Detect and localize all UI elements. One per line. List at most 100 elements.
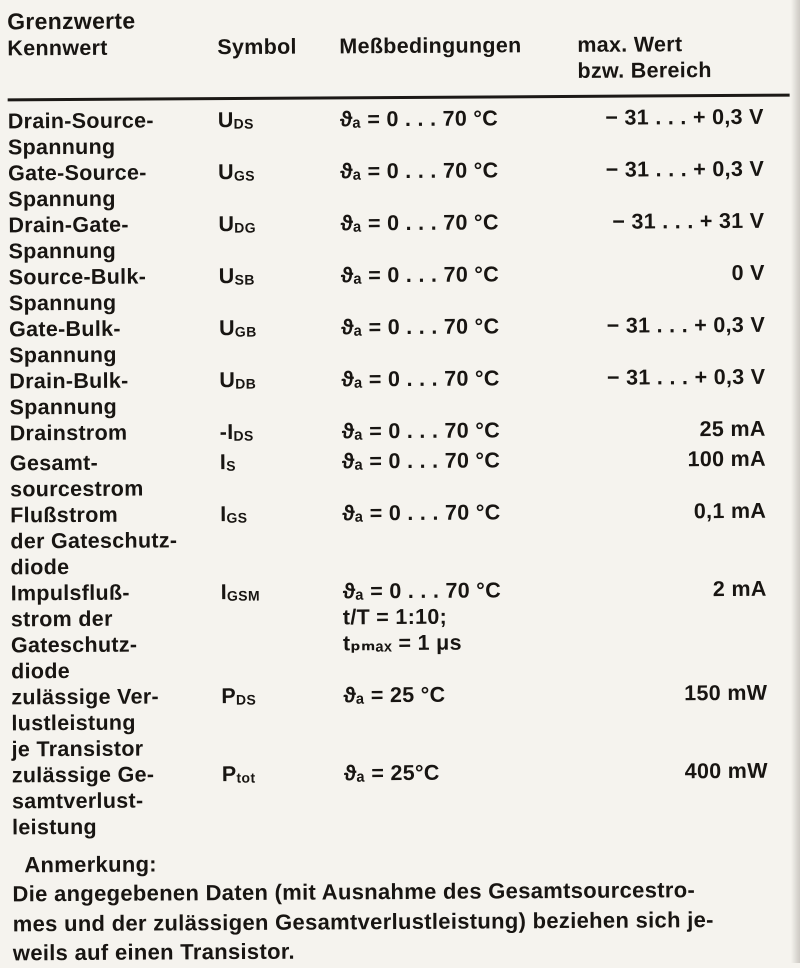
- symbol-subscript: DS: [234, 116, 254, 132]
- condition-line: ϑₐ = 25 °C: [343, 681, 581, 708]
- note-line: Die angegebenen Daten (mit Ausnahme des …: [12, 875, 794, 909]
- symbol-subscript: S: [226, 457, 236, 473]
- max-wert-line1: max. Wert: [577, 31, 789, 58]
- kennwert-cell: zulässige Ge- samtverlust- leistung: [12, 761, 222, 840]
- kennwert-line: Gate-Source-: [8, 159, 218, 186]
- condition-line: ϑₐ = 25°C: [344, 759, 582, 786]
- kennwert-line: Spannung: [8, 185, 218, 212]
- value-cell: − 31 . . . + 0,3 V: [579, 312, 791, 365]
- symbol-cell: USB: [219, 262, 341, 315]
- table-header-row: Kennwert Symbol Meßbedingungen max. Wert…: [7, 31, 789, 88]
- condition-line: ϑₐ = 0 . . . 70 °C: [342, 447, 580, 474]
- kennwert-line: Gateschutz-: [11, 631, 221, 658]
- table-row: Drain-Bulk- Spannung UDB ϑₐ = 0 . . . 70…: [9, 364, 791, 421]
- condition-line: t/T = 1:10;: [343, 603, 581, 630]
- kennwert-cell: Drain-Bulk- Spannung: [9, 367, 219, 420]
- value-cell: − 31 . . . + 0,3 V: [579, 364, 791, 417]
- header-divider-line: [8, 94, 790, 102]
- value-cell: − 31 . . . + 31 V: [578, 208, 790, 261]
- table-row: Drainstrom -IDS ϑₐ = 0 . . . 70 °C 25 mA: [10, 416, 792, 450]
- symbol-base: U: [219, 264, 235, 288]
- table-row: zulässige Ver- lustleistung je Transisto…: [11, 679, 793, 762]
- kennwert-cell: Drainstrom: [10, 419, 220, 450]
- symbol-cell: UDB: [219, 366, 341, 419]
- kennwert-cell: Flußstrom der Gateschutz- diode: [10, 501, 220, 580]
- condition-line: ϑₐ = 0 . . . 70 °C: [342, 417, 580, 444]
- condition-line: ϑₐ = 0 . . . 70 °C: [340, 157, 578, 184]
- symbol-cell: IGSM: [221, 578, 344, 683]
- kennwert-line: Spannung: [9, 393, 219, 420]
- symbol-cell: Ptot: [222, 760, 344, 839]
- condition-line: ϑₐ = 0 . . . 70 °C: [340, 209, 578, 236]
- symbol-cell: PDS: [221, 682, 343, 761]
- symbol-subscript: GB: [235, 324, 257, 340]
- kennwert-line: leistung: [12, 813, 222, 840]
- kennwert-line: Source-Bulk-: [9, 263, 219, 290]
- conditions-cell: ϑₐ = 0 . . . 70 °C t/T = 1:10; tₚₘₐₓ = 1…: [343, 577, 582, 682]
- value-cell: − 31 . . . + 0,3 V: [578, 104, 790, 157]
- value-cell: 2 mA: [581, 575, 794, 680]
- kennwert-cell: Drain-Gate- Spannung: [8, 211, 218, 264]
- kennwert-cell: Impulsfluß- strom der Gateschutz- diode: [11, 579, 222, 684]
- kennwert-line: diode: [10, 553, 220, 580]
- symbol-cell: UGB: [219, 314, 341, 367]
- kennwert-line: zulässige Ver-: [11, 683, 221, 710]
- symbol-cell: UDS: [218, 106, 340, 159]
- symbol-subscript: GS: [226, 509, 247, 525]
- table-row: Drain-Gate- Spannung UDG ϑₐ = 0 . . . 70…: [8, 208, 790, 265]
- kennwert-cell: zulässige Ver- lustleistung je Transisto…: [11, 683, 221, 762]
- conditions-cell: ϑₐ = 0 . . . 70 °C: [341, 261, 579, 314]
- max-wert-line2: bzw. Bereich: [577, 57, 789, 84]
- note-section: Anmerkung: Die angegebenen Daten (mit Au…: [12, 845, 795, 968]
- symbol-subscript: GSM: [227, 587, 260, 603]
- kennwert-line: zulässige Ge-: [12, 761, 222, 788]
- symbol-subscript: DB: [235, 376, 256, 392]
- symbol-base: U: [219, 368, 235, 392]
- value-cell: 400 mW: [582, 757, 794, 836]
- symbol-base: U: [218, 212, 234, 236]
- column-header-max-wert: max. Wert bzw. Bereich: [577, 31, 789, 84]
- kennwert-line: samtverlust-: [12, 787, 222, 814]
- kennwert-cell: Gesamt- sourcestrom: [10, 449, 220, 502]
- kennwert-line: Spannung: [9, 289, 219, 316]
- kennwert-line: lustleistung: [11, 709, 221, 736]
- symbol-cell: IS: [220, 448, 342, 501]
- value-cell: 0 V: [579, 260, 791, 313]
- kennwert-line: Gate-Bulk-: [9, 315, 219, 342]
- table-row: Gate-Source- Spannung UGS ϑₐ = 0 . . . 7…: [8, 156, 790, 213]
- symbol-subscript: DG: [234, 220, 256, 236]
- symbol-base: U: [219, 316, 235, 340]
- symbol-cell: UDG: [218, 210, 340, 263]
- kennwert-line: diode: [11, 657, 221, 684]
- kennwert-line: Impulsfluß-: [11, 579, 221, 606]
- symbol-subscript: GS: [234, 168, 255, 184]
- table-row: Flußstrom der Gateschutz- diode IGS ϑₐ =…: [10, 497, 792, 580]
- table-row: Gesamt- sourcestrom IS ϑₐ = 0 . . . 70 °…: [10, 445, 792, 502]
- kennwert-line: Drain-Gate-: [8, 211, 218, 238]
- condition-line: ϑₐ = 0 . . . 70 °C: [341, 365, 579, 392]
- condition-line: ϑₐ = 0 . . . 70 °C: [343, 577, 581, 604]
- conditions-cell: ϑₐ = 0 . . . 70 °C: [342, 499, 580, 578]
- kennwert-line: der Gateschutz-: [10, 527, 220, 554]
- kennwert-line: Spannung: [8, 237, 218, 264]
- symbol-base: U: [218, 160, 234, 184]
- condition-line: ϑₐ = 0 . . . 70 °C: [342, 499, 580, 526]
- conditions-cell: ϑₐ = 25 °C: [343, 681, 581, 760]
- conditions-cell: ϑₐ = 0 . . . 70 °C: [341, 313, 579, 366]
- symbol-subscript: tot: [236, 769, 255, 785]
- kennwert-line: Spannung: [9, 341, 219, 368]
- symbol-cell: -IDS: [220, 418, 342, 448]
- table-row: Impulsfluß- strom der Gateschutz- diode …: [11, 575, 794, 684]
- column-header-symbol: Symbol: [217, 33, 339, 86]
- kennwert-cell: Gate-Bulk- Spannung: [9, 315, 219, 368]
- kennwert-line: Gesamt-: [10, 449, 220, 476]
- value-cell: 100 mA: [580, 445, 792, 498]
- conditions-cell: ϑₐ = 0 . . . 70 °C: [342, 447, 580, 500]
- conditions-cell: ϑₐ = 0 . . . 70 °C: [341, 365, 579, 418]
- symbol-base: P: [222, 762, 237, 786]
- conditions-cell: ϑₐ = 25°C: [344, 759, 582, 838]
- kennwert-cell: Drain-Source- Spannung: [8, 107, 218, 160]
- conditions-cell: ϑₐ = 0 . . . 70 °C: [340, 209, 578, 262]
- symbol-base: P: [221, 684, 236, 708]
- value-cell: 25 mA: [580, 416, 792, 447]
